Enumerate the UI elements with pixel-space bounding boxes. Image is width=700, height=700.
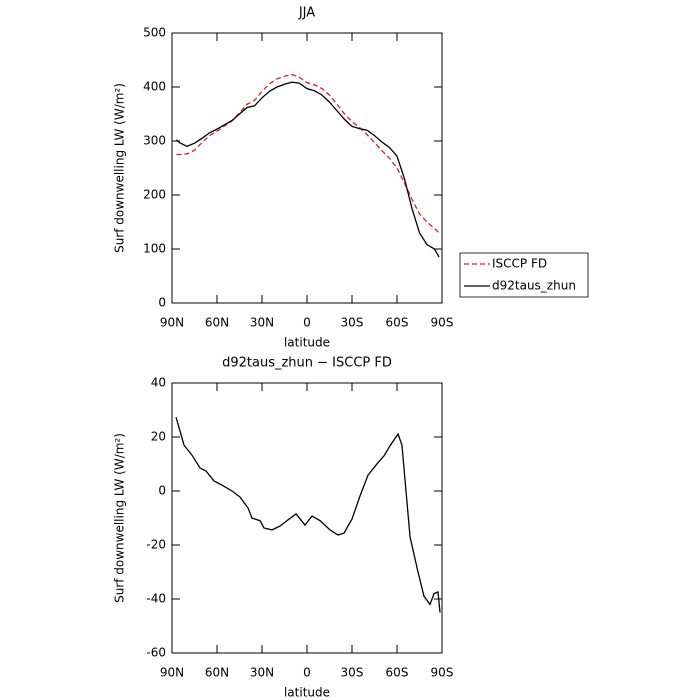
- y-tick-label: -60: [146, 646, 166, 660]
- y-tick-label: 500: [143, 26, 166, 40]
- x-tick-label: 60N: [205, 316, 229, 330]
- y-tick-label: 40: [151, 376, 166, 390]
- y-tick-label: 0: [158, 484, 166, 498]
- x-axis-label: latitude: [284, 336, 330, 350]
- x-tick-label: 60S: [386, 666, 409, 680]
- data-line: [175, 416, 441, 613]
- legend-box: [459, 252, 589, 298]
- y-axis-label: Surf downwelling LW (W/m²): [113, 83, 127, 253]
- legend-label: ISCCP FD: [492, 257, 547, 271]
- x-tick-label: 0: [303, 316, 311, 330]
- x-tick-label: 60N: [205, 666, 229, 680]
- chart-title: d92taus_zhun − ISCCP FD: [222, 356, 392, 371]
- x-tick-label: 30S: [341, 666, 364, 680]
- y-tick-label: 20: [151, 430, 166, 444]
- y-tick-label: 100: [143, 242, 166, 256]
- y-tick-label: -20: [146, 538, 166, 552]
- x-tick-label: 60S: [386, 316, 409, 330]
- x-tick-label: 30N: [250, 316, 274, 330]
- legend-label: d92taus_zhun: [492, 279, 576, 293]
- data-line: [176, 81, 440, 258]
- x-tick-label: 90N: [160, 666, 184, 680]
- plot-frame: [171, 382, 443, 654]
- x-tick-label: 90N: [160, 316, 184, 330]
- x-tick-label: 0: [303, 666, 311, 680]
- y-axis-label: Surf downwelling LW (W/m²): [113, 433, 127, 603]
- x-axis-label: latitude: [284, 686, 330, 700]
- x-tick-label: 90S: [431, 316, 454, 330]
- y-tick-label: -40: [146, 592, 166, 606]
- y-tick-label: 300: [143, 134, 166, 148]
- y-tick-label: 200: [143, 188, 166, 202]
- data-line: [176, 73, 440, 234]
- x-tick-label: 30N: [250, 666, 274, 680]
- x-tick-label: 30S: [341, 316, 364, 330]
- y-tick-label: 0: [158, 296, 166, 310]
- chart-title: JJA: [298, 6, 315, 21]
- plot-frame: [171, 32, 443, 304]
- y-tick-label: 400: [143, 80, 166, 94]
- x-tick-label: 90S: [431, 666, 454, 680]
